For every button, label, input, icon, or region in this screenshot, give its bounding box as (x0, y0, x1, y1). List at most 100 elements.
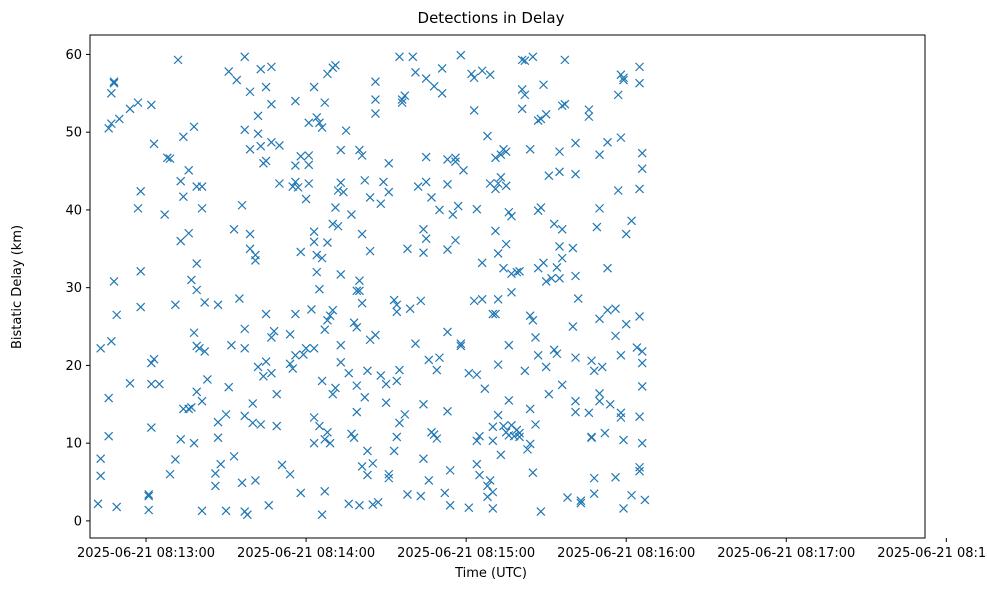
data-point (544, 171, 554, 181)
data-point (421, 74, 431, 83)
data-point (178, 132, 188, 142)
data-point (261, 156, 271, 166)
data-point (192, 259, 202, 268)
data-point (472, 370, 482, 380)
data-point (589, 473, 599, 483)
data-point (573, 294, 583, 303)
data-point (472, 436, 482, 446)
data-point (232, 75, 242, 85)
data-point (264, 500, 274, 510)
data-point (323, 69, 332, 79)
data-point (323, 238, 332, 247)
data-point (301, 343, 311, 353)
data-point (595, 203, 604, 213)
data-point (96, 343, 106, 353)
data-point (333, 221, 343, 231)
data-point (635, 462, 644, 472)
data-point (408, 52, 418, 62)
data-point (170, 300, 180, 310)
data-point (595, 314, 604, 324)
data-point (184, 404, 194, 414)
data-point (149, 354, 159, 364)
data-point (403, 490, 412, 499)
data-point (176, 176, 186, 186)
data-point (320, 486, 330, 496)
data-point (637, 346, 647, 356)
data-point (416, 296, 426, 306)
data-point (344, 368, 354, 378)
data-point (539, 80, 548, 90)
data-point (637, 164, 647, 174)
x-tick-label: 2025-06-21 08:18:00 (877, 546, 987, 561)
data-point (627, 216, 636, 226)
data-point (552, 263, 562, 272)
data-point (266, 62, 276, 72)
data-point (106, 336, 116, 346)
data-point (389, 295, 399, 305)
data-point (600, 428, 610, 438)
data-point (237, 478, 247, 488)
data-point (106, 119, 116, 129)
data-point (221, 409, 231, 419)
data-points (93, 50, 650, 520)
data-point (568, 322, 578, 331)
data-point (475, 470, 484, 480)
data-point (555, 242, 564, 251)
data-point (464, 368, 474, 378)
data-point (517, 84, 527, 94)
data-point (440, 488, 450, 498)
data-point (136, 186, 146, 196)
data-point (421, 234, 431, 244)
data-point (274, 140, 284, 150)
data-point (477, 294, 487, 304)
data-point (520, 56, 530, 66)
data-point (541, 277, 551, 286)
data-point (571, 407, 580, 417)
data-point (456, 341, 466, 351)
data-point (557, 101, 567, 111)
data-point (304, 160, 314, 170)
data-point (499, 421, 508, 431)
data-point (331, 60, 340, 70)
data-point (555, 273, 564, 283)
data-point (317, 253, 327, 263)
data-point (560, 55, 570, 65)
data-point (520, 366, 530, 376)
data-point (323, 315, 332, 325)
data-point (309, 237, 319, 247)
data-point (432, 434, 442, 443)
data-point (584, 105, 594, 115)
data-point (493, 360, 503, 370)
data-point (411, 67, 420, 77)
data-point (381, 379, 391, 389)
data-point (365, 193, 375, 202)
data-point (371, 109, 380, 118)
data-point (397, 95, 407, 104)
data-point (309, 438, 319, 448)
data-point (368, 500, 378, 509)
data-point (429, 81, 439, 91)
data-point (595, 388, 604, 398)
data-point (485, 476, 495, 485)
data-point (443, 154, 452, 164)
data-point (429, 430, 439, 440)
data-point (373, 497, 383, 507)
data-point (312, 267, 322, 277)
data-point (144, 491, 154, 501)
data-point (376, 199, 386, 209)
data-point (392, 432, 402, 442)
data-point (496, 150, 506, 160)
data-point (611, 331, 620, 341)
data-point (189, 438, 199, 448)
data-point (520, 90, 530, 100)
data-point (376, 371, 386, 380)
data-point (403, 244, 412, 254)
data-point (93, 499, 103, 509)
data-point (477, 258, 487, 268)
data-point (266, 368, 276, 378)
data-point (213, 417, 223, 427)
data-point (419, 399, 428, 409)
data-point (619, 75, 628, 85)
data-point (242, 510, 252, 520)
data-point (176, 434, 186, 444)
